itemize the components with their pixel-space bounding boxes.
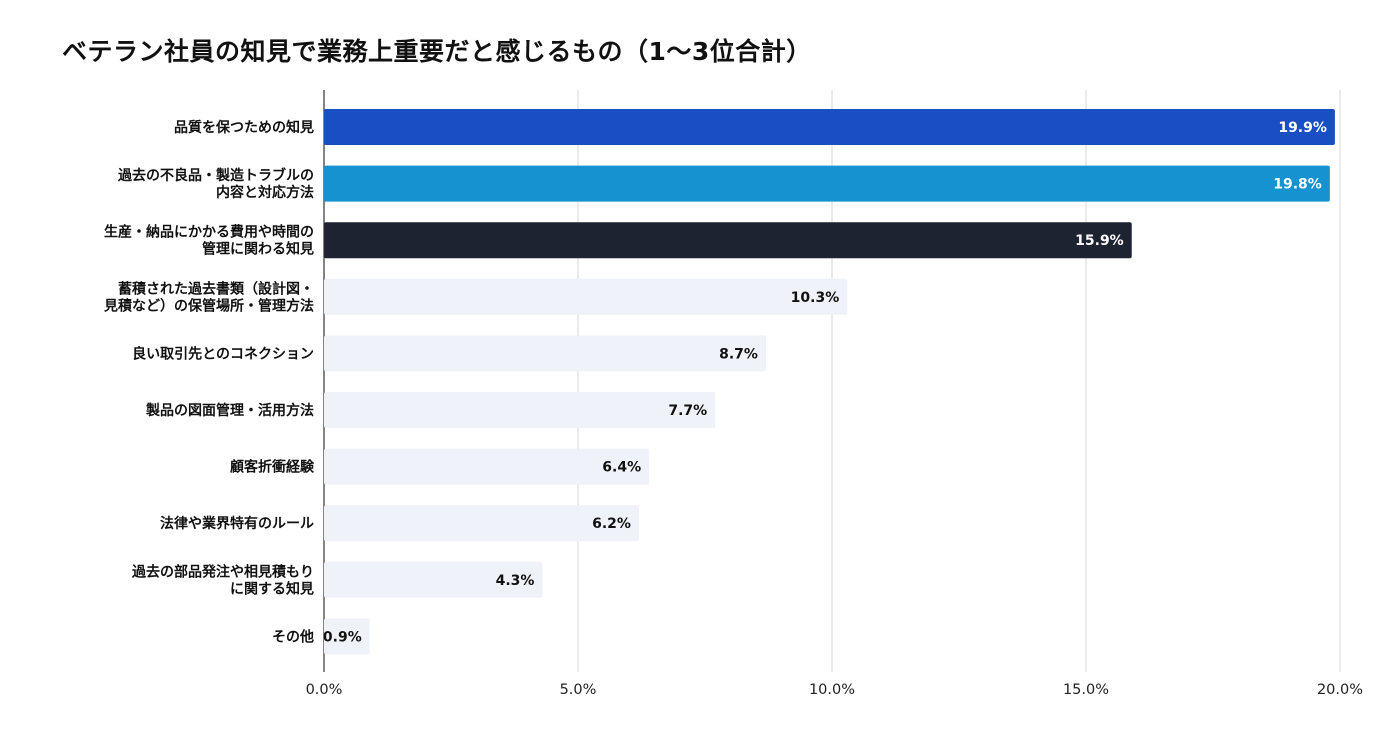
x-tick-label: 10.0% bbox=[809, 682, 855, 698]
bar-value-label: 8.7% bbox=[719, 346, 758, 362]
bar-value-label: 6.4% bbox=[602, 460, 641, 476]
bar bbox=[324, 222, 1132, 259]
bar bbox=[324, 335, 766, 372]
category-label-line: に関する知見 bbox=[230, 580, 314, 597]
category-label-line: 見積など）の保管場所・管理方法 bbox=[103, 297, 314, 314]
chart-title: ベテラン社員の知見で業務上重要だと感じるもの（1〜3位合計） bbox=[62, 37, 812, 66]
category-label-line: 製品の図面管理・活用方法 bbox=[145, 402, 314, 419]
bar-value-label: 19.9% bbox=[1278, 120, 1327, 136]
x-tick-label: 20.0% bbox=[1317, 682, 1363, 698]
x-axis-ticks: 0.0% 5.0% 10.0% 15.0% 20.0% bbox=[306, 682, 1363, 698]
bars: 19.9% 19.8% 15.9% 10.3% 8.7% 7.7% 6.4% 6.2% 4.3%… bbox=[323, 109, 1335, 655]
bar-value-label: 19.8% bbox=[1273, 177, 1322, 193]
category-label: 製品の図面管理・活用方法 bbox=[145, 402, 314, 419]
category-label-line: 過去の不良品・製造トラブルの bbox=[117, 167, 314, 184]
bar-value-label: 6.2% bbox=[592, 516, 631, 532]
bar bbox=[324, 109, 1335, 145]
bar-value-label: 4.3% bbox=[496, 573, 535, 589]
x-tick-label: 0.0% bbox=[306, 682, 343, 698]
bar bbox=[324, 505, 639, 542]
bar-value-label: 7.7% bbox=[668, 403, 707, 419]
category-label: 良い取引先とのコネクション bbox=[132, 345, 314, 362]
bar-value-label: 15.9% bbox=[1075, 233, 1124, 249]
category-label: その他 bbox=[272, 628, 314, 645]
bar-value-label: 10.3% bbox=[791, 290, 840, 306]
category-label-line: 良い取引先とのコネクション bbox=[132, 345, 314, 362]
category-label-line: その他 bbox=[272, 628, 314, 645]
category-label-line: 過去の部品発注や相見積もり bbox=[131, 563, 314, 580]
bar bbox=[324, 448, 650, 485]
category-label: 法律や業界特有のルール bbox=[160, 515, 314, 532]
category-label-line: 蓄積された過去書類（設計図・ bbox=[118, 280, 314, 297]
category-label-line: 顧客折衝経験 bbox=[230, 459, 315, 476]
category-label-line: 法律や業界特有のルール bbox=[160, 515, 314, 532]
bar bbox=[324, 561, 543, 598]
category-label: 生産・納品にかかる費用や時間の管理に関わる知見 bbox=[104, 224, 314, 258]
bar bbox=[324, 165, 1330, 202]
category-label: 蓄積された過去書類（設計図・見積など）の保管場所・管理方法 bbox=[103, 280, 314, 314]
bar-value-label: 0.9% bbox=[323, 629, 362, 645]
category-label: 過去の部品発注や相見積もりに関する知見 bbox=[131, 563, 314, 597]
category-label: 顧客折衝経験 bbox=[230, 459, 315, 476]
category-label-line: 生産・納品にかかる費用や時間の bbox=[104, 224, 314, 241]
x-tick-label: 15.0% bbox=[1063, 682, 1109, 698]
category-label: 品質を保つための知見 bbox=[174, 119, 314, 136]
bar bbox=[324, 278, 848, 315]
category-labels: 品質を保つための知見過去の不良品・製造トラブルの内容と対応方法生産・納品にかかる… bbox=[103, 119, 315, 645]
bar bbox=[324, 618, 370, 655]
category-label: 過去の不良品・製造トラブルの内容と対応方法 bbox=[117, 167, 314, 201]
category-label-line: 品質を保つための知見 bbox=[174, 119, 314, 136]
category-label-line: 内容と対応方法 bbox=[216, 184, 314, 201]
bar bbox=[324, 392, 716, 428]
x-tick-label: 5.0% bbox=[560, 682, 597, 698]
category-label-line: 管理に関わる知見 bbox=[202, 241, 314, 258]
